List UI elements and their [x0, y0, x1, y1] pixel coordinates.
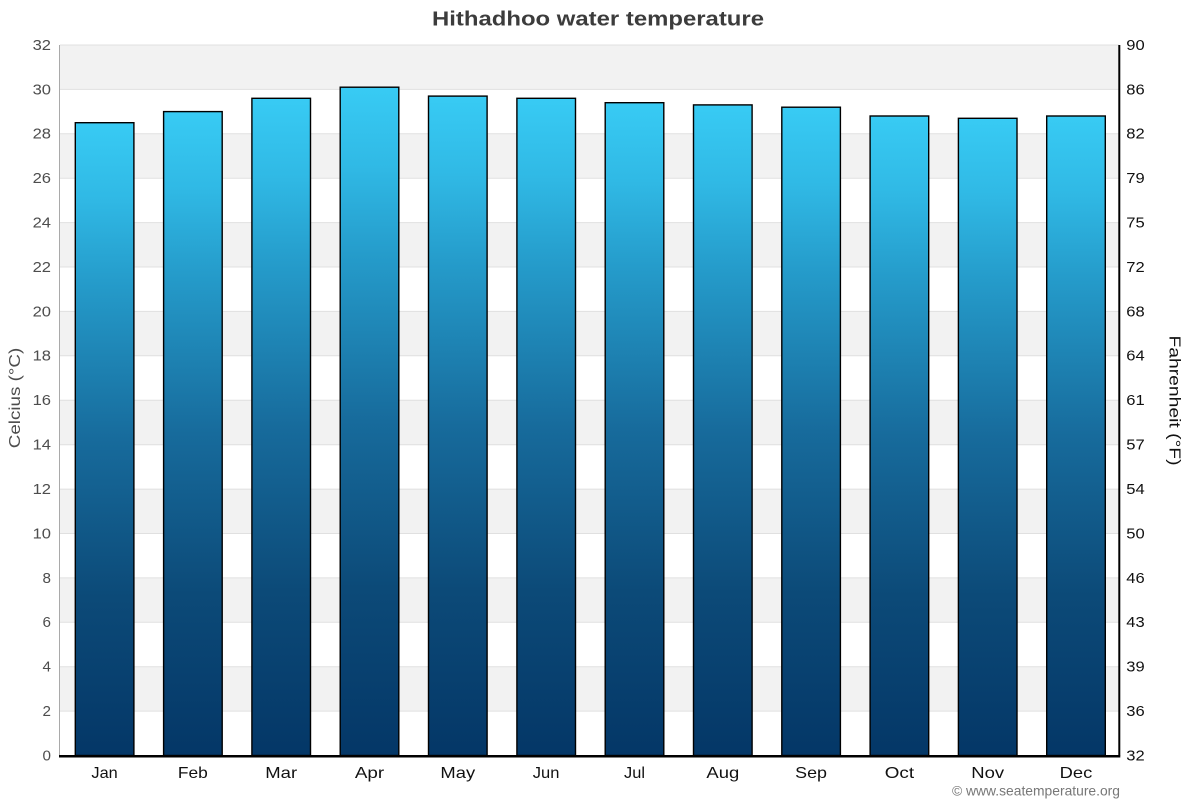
svg-text:Jul: Jul [624, 765, 645, 782]
svg-text:28: 28 [33, 126, 51, 143]
svg-text:22: 22 [33, 259, 51, 276]
svg-text:8: 8 [43, 570, 51, 587]
svg-text:43: 43 [1126, 614, 1144, 631]
svg-text:79: 79 [1126, 170, 1144, 187]
svg-text:4: 4 [43, 659, 51, 676]
svg-text:Mar: Mar [265, 765, 298, 782]
svg-text:Jun: Jun [533, 765, 560, 782]
svg-text:39: 39 [1126, 659, 1144, 676]
svg-text:Apr: Apr [355, 765, 385, 782]
svg-text:2: 2 [43, 703, 51, 720]
svg-text:Oct: Oct [885, 765, 915, 782]
svg-text:57: 57 [1126, 437, 1144, 454]
svg-text:24: 24 [33, 215, 51, 232]
svg-text:Celcius (°C): Celcius (°C) [7, 348, 24, 449]
svg-text:26: 26 [33, 170, 51, 187]
svg-text:16: 16 [33, 392, 51, 409]
svg-text:68: 68 [1126, 303, 1144, 320]
svg-text:Hithadhoo water temperature: Hithadhoo water temperature [432, 9, 764, 31]
svg-text:0: 0 [43, 747, 51, 764]
svg-text:Dec: Dec [1060, 765, 1093, 782]
svg-text:32: 32 [1126, 747, 1144, 764]
svg-text:Aug: Aug [706, 765, 739, 782]
svg-text:86: 86 [1126, 81, 1144, 98]
svg-text:32: 32 [33, 37, 51, 54]
svg-text:64: 64 [1126, 348, 1144, 365]
svg-text:6: 6 [43, 614, 51, 631]
svg-text:30: 30 [33, 81, 51, 98]
svg-text:12: 12 [33, 481, 51, 498]
svg-text:36: 36 [1126, 703, 1144, 720]
svg-text:Jan: Jan [91, 765, 117, 782]
svg-text:46: 46 [1126, 570, 1144, 587]
svg-text:Sep: Sep [795, 765, 827, 782]
svg-text:© www.seatemperature.org: © www.seatemperature.org [952, 783, 1120, 799]
svg-text:20: 20 [33, 303, 51, 320]
svg-text:10: 10 [33, 525, 51, 542]
svg-text:61: 61 [1126, 392, 1144, 409]
svg-text:72: 72 [1126, 259, 1144, 276]
svg-text:Fahrenheit (°F): Fahrenheit (°F) [1166, 336, 1183, 466]
svg-text:14: 14 [33, 437, 51, 454]
svg-text:82: 82 [1126, 126, 1144, 143]
svg-text:Feb: Feb [178, 765, 208, 782]
svg-text:90: 90 [1126, 37, 1144, 54]
svg-text:50: 50 [1126, 525, 1144, 542]
svg-text:75: 75 [1126, 215, 1144, 232]
svg-text:54: 54 [1126, 481, 1144, 498]
svg-text:May: May [440, 765, 475, 782]
svg-text:18: 18 [33, 348, 51, 365]
svg-text:Nov: Nov [971, 765, 1004, 782]
